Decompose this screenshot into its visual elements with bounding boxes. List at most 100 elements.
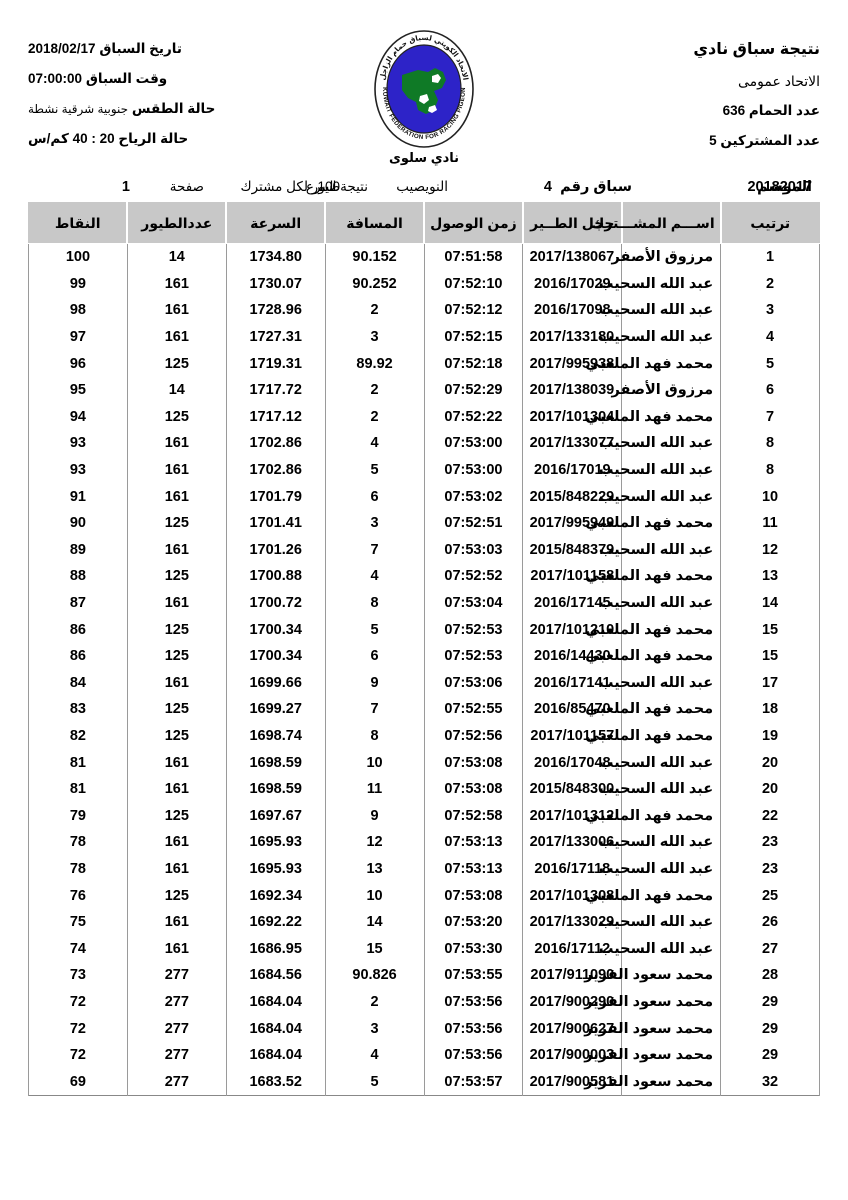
cell-birds: 125 — [126, 509, 227, 537]
race-date-line: تاريخ السباق 2018/02/17 — [28, 34, 290, 64]
cell-rank: 29 — [720, 1041, 820, 1069]
cell-time: 07:52:29 — [423, 376, 524, 404]
cell-time: 07:53:56 — [423, 988, 524, 1016]
cell-rank: 5 — [720, 350, 820, 377]
cell-speed: 1727.31 — [225, 323, 326, 351]
race-date-label: تاريخ السباق — [99, 41, 182, 56]
cell-birds: 161 — [126, 829, 227, 856]
cell-points: 83 — [28, 696, 128, 723]
cell-dist: 7 — [324, 536, 425, 564]
cell-rank: 28 — [720, 962, 820, 989]
cell-dist: 3 — [324, 1015, 425, 1042]
cell-time: 07:52:12 — [423, 297, 524, 324]
cell-points: 73 — [28, 962, 128, 989]
cell-name: عبد الله السحيب — [599, 270, 722, 298]
season-value: 20182017 — [747, 179, 812, 195]
cell-points: 91 — [28, 483, 128, 510]
column-header-speed: السرعة — [225, 202, 327, 244]
cell-rank: 23 — [720, 829, 820, 856]
table-row: 13 محمد فهد الملعبي 2017/101158 07:52:52 4 17… — [28, 563, 820, 590]
column-header-rank: ترتيب — [719, 202, 820, 244]
cell-time: 07:52:53 — [423, 642, 524, 670]
cell-dist: 2 — [324, 297, 425, 324]
cell-dist: 15 — [324, 935, 425, 963]
cell-dist: 90.152 — [324, 243, 425, 271]
cell-points: 89 — [28, 536, 128, 564]
cell-time: 07:52:56 — [423, 722, 524, 750]
table-row: 1 مرزوق الأصفر 2017/138067 07:51:58 90.152 17… — [28, 243, 820, 271]
cell-rank: 22 — [720, 802, 820, 830]
cell-birds: 277 — [126, 988, 227, 1016]
cell-rank: 6 — [720, 376, 820, 404]
club-title-block: نتيجة سباق نادي الاتحاد عمومى عدد الحمام… — [558, 26, 820, 156]
table-row: 20 عبد الله السحيب 2015/848300 07:53:08 11 16… — [28, 775, 820, 803]
table-row: 8 عبد الله السحيب 2016/17019 07:53:00 5 1702.… — [28, 456, 820, 484]
cell-rank: 20 — [720, 775, 820, 803]
cell-rank: 12 — [720, 536, 820, 564]
cell-ring: 2016/17019 — [522, 456, 623, 484]
cell-name: محمد فهد الملعبي — [585, 882, 722, 909]
cell-points: 86 — [28, 642, 128, 670]
cell-dist: 14 — [324, 908, 425, 936]
cell-dist: 4 — [324, 1041, 425, 1069]
cell-speed: 1701.41 — [225, 509, 326, 537]
table-row: 19 محمد فهد الملعبي 2017/101157 07:52:56 8 16… — [28, 722, 820, 750]
table-row: 3 عبد الله السحيب 2016/17098 07:52:12 2 1728.… — [28, 297, 820, 324]
cell-time: 07:51:58 — [423, 243, 524, 271]
cell-birds: 161 — [126, 935, 227, 963]
cell-ring: 2017/101158 — [522, 563, 623, 590]
cell-speed: 1684.04 — [225, 988, 326, 1016]
cell-points: 100 — [28, 243, 128, 271]
weather-value: جنوبية شرقية نشطة — [28, 102, 129, 116]
race-time-label: وقت السباق — [85, 71, 168, 86]
cell-name: محمد فهد الملعبي — [585, 616, 722, 643]
cell-speed: 1730.07 — [225, 270, 326, 298]
table-row: 32 محمد سعود الفزير 2017/900581 07:53:57 5 16… — [28, 1068, 820, 1096]
cell-time: 07:53:00 — [423, 456, 524, 484]
cell-points: 74 — [28, 935, 128, 963]
cell-name: محمد سعود الفزير — [584, 1068, 722, 1096]
column-header-ring: حجل الطــير — [521, 202, 623, 244]
cell-birds: 161 — [126, 483, 227, 510]
cell-speed: 1695.93 — [225, 855, 326, 883]
cell-dist: 8 — [324, 722, 425, 750]
table-row: 25 محمد فهد الملعبي 2017/101308 07:53:08 10 1… — [28, 882, 820, 909]
season-label: الموسم — [757, 179, 812, 195]
cell-time: 07:53:00 — [423, 430, 524, 457]
cell-time: 07:53:57 — [423, 1068, 524, 1096]
table-row: 4 عبد الله السحيب 2017/133180 07:52:15 3 1727… — [28, 323, 820, 351]
cell-rank: 7 — [720, 403, 820, 431]
race-number-value: 4 — [543, 179, 552, 195]
cell-ring: 2017/900290 — [522, 988, 623, 1016]
cell-name: عبد الله السحيب — [599, 669, 722, 697]
federation-logo: الاتحاد الكويتي لسباق حمام الزاجل KUWAIT… — [364, 26, 484, 150]
cell-name: محمد فهد الملعبي — [585, 696, 722, 723]
cell-birds: 125 — [126, 642, 227, 670]
cell-ring: 2015/848379 — [522, 536, 623, 564]
cell-rank: 23 — [720, 855, 820, 883]
cell-time: 07:53:20 — [423, 908, 524, 936]
cell-name: محمد سعود الفزير — [584, 962, 722, 989]
cell-speed: 1697.67 — [225, 802, 326, 830]
cell-time: 07:53:13 — [423, 829, 524, 856]
cell-speed: 1698.74 — [225, 722, 326, 750]
cell-points: 97 — [28, 323, 128, 351]
cell-speed: 1701.79 — [225, 483, 326, 510]
cell-dist: 11 — [324, 775, 425, 803]
table-row: 15 محمد فهد الملعبي 2017/101210 07:52:53 5 17… — [28, 616, 820, 643]
cell-rank: 4 — [720, 323, 820, 351]
cell-time: 07:53:08 — [423, 882, 524, 909]
participants-label: عدد المشتركين — [720, 133, 820, 148]
results-table: ترتيب اســـم المشـــترك حجل الطــير زمن … — [28, 202, 820, 1096]
cell-dist: 9 — [324, 669, 425, 697]
cell-dist: 90.252 — [324, 270, 425, 298]
cell-points: 78 — [28, 829, 128, 856]
cell-birds: 125 — [126, 802, 227, 830]
cell-ring: 2017/138067 — [522, 243, 623, 271]
cell-dist: 7 — [324, 696, 425, 723]
cell-points: 72 — [28, 1015, 128, 1042]
table-row: 11 محمد فهد الملعبي 2017/995949 07:52:51 3 17… — [28, 509, 820, 537]
cell-ring: 2017/133006 — [522, 829, 623, 856]
cell-birds: 277 — [126, 1041, 227, 1069]
cell-name: محمد فهد الملعبي — [585, 403, 722, 431]
